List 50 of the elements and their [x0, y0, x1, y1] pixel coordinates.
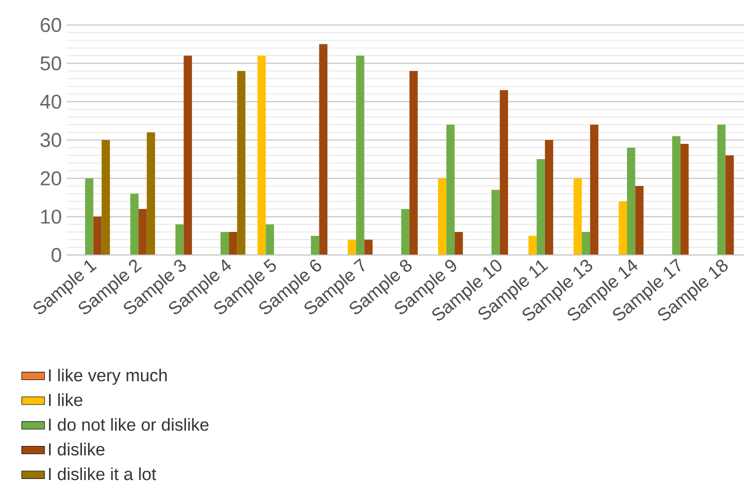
bar — [574, 178, 582, 255]
y-tick-label: 20 — [40, 171, 62, 186]
bar — [635, 186, 644, 255]
bar — [319, 44, 328, 255]
bar — [310, 236, 320, 255]
bar — [356, 56, 364, 255]
bar — [590, 124, 598, 255]
bar — [348, 240, 356, 255]
bar — [228, 232, 238, 255]
legend-label: I like very much — [49, 368, 167, 385]
bar — [438, 178, 446, 255]
y-tick-label: 0 — [52, 248, 62, 262]
bar — [528, 236, 537, 255]
bar — [93, 216, 102, 255]
bar — [717, 124, 726, 255]
bar — [146, 132, 156, 255]
bar — [266, 224, 274, 255]
y-tick-label: 10 — [41, 210, 62, 224]
bar — [544, 140, 554, 255]
y-tick-label: 50 — [40, 56, 62, 70]
bar — [175, 224, 184, 255]
y-tick-label: 60 — [40, 18, 62, 32]
bar — [130, 194, 139, 255]
bar — [626, 148, 636, 255]
y-tick-label: 40 — [40, 94, 62, 109]
bar — [364, 240, 373, 255]
bar — [409, 71, 418, 255]
bar — [184, 56, 192, 255]
bar — [102, 140, 110, 255]
bar — [726, 155, 734, 255]
bar — [138, 209, 147, 255]
bar — [220, 232, 229, 255]
bar — [618, 201, 627, 255]
legend-label: I dislike it a lot — [49, 467, 156, 480]
y-tick-label: 30 — [40, 132, 62, 148]
legend-label: I do not like or dislike — [49, 418, 209, 431]
bar — [492, 190, 500, 255]
bar — [446, 124, 455, 255]
legend-label: I like — [49, 393, 82, 406]
bar — [680, 144, 689, 255]
legend-label: I dislike — [49, 442, 104, 456]
bar — [85, 178, 94, 255]
bar — [672, 136, 680, 255]
bar — [454, 232, 463, 255]
bar — [237, 71, 246, 255]
bar — [582, 232, 590, 255]
bar — [536, 159, 545, 255]
bar — [500, 90, 508, 255]
bar — [257, 56, 266, 255]
bar — [401, 209, 410, 255]
